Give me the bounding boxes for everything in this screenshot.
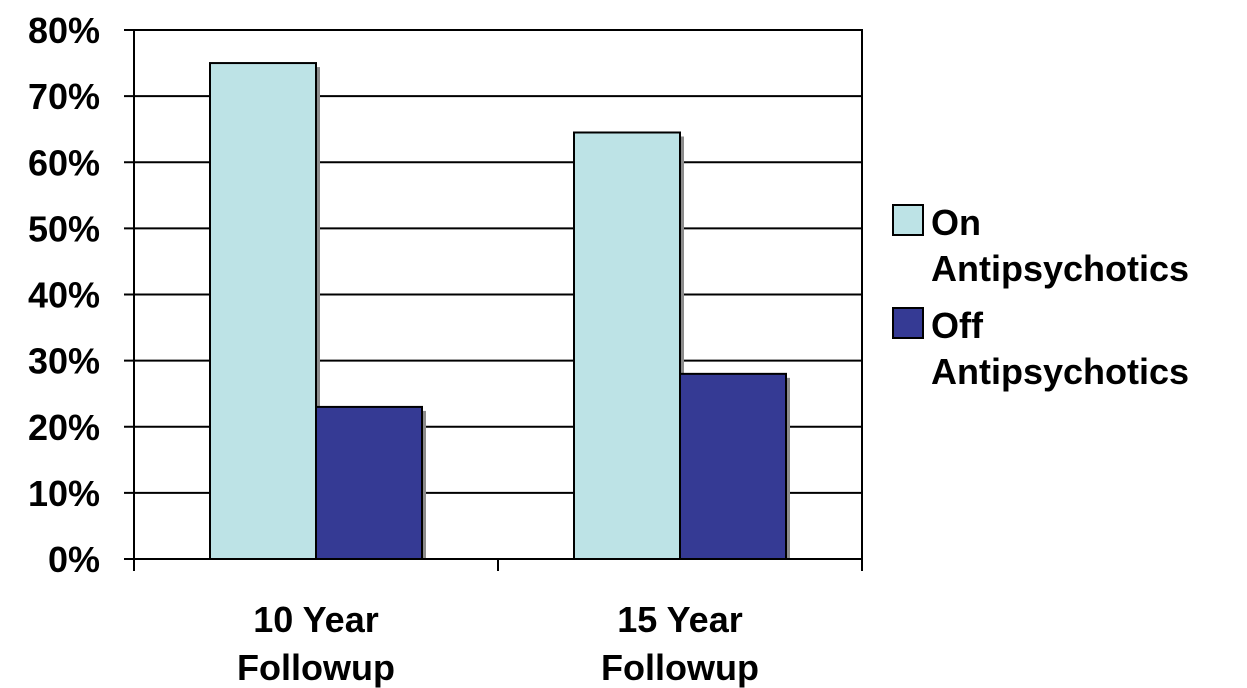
x-category-labels: 10 Year Followup 15 Year Followup	[237, 599, 759, 688]
legend-swatch	[892, 204, 924, 236]
x-category-label: 10 Year Followup	[237, 599, 395, 688]
bars	[209, 62, 790, 560]
x-category-label: 15 Year Followup	[601, 599, 759, 688]
y-tick-label: 80%	[28, 10, 100, 51]
bar-off-antipsychotics	[315, 405, 423, 560]
y-tick-label: 0%	[48, 539, 100, 580]
bar-off-antipsychotics	[679, 372, 787, 560]
y-tick-label: 50%	[28, 208, 100, 249]
legend: On Antipsychotics Off Antipsychotics	[892, 202, 1189, 392]
y-tick-label: 20%	[28, 407, 100, 448]
y-tick-label: 70%	[28, 76, 100, 117]
bar-on-antipsychotics	[209, 62, 317, 560]
y-tick-label: 40%	[28, 275, 100, 316]
y-tick-labels: 0% 10% 20% 30% 40% 50% 60% 70% 80%	[28, 10, 100, 580]
y-tick-label: 60%	[28, 142, 100, 183]
axes	[124, 29, 863, 571]
legend-label: Off Antipsychotics	[931, 305, 1189, 392]
y-tick-label: 10%	[28, 473, 100, 514]
y-tick-label: 30%	[28, 341, 100, 382]
legend-swatch	[892, 307, 924, 339]
bar-on-antipsychotics	[573, 131, 681, 560]
legend-label: On Antipsychotics	[931, 202, 1189, 289]
